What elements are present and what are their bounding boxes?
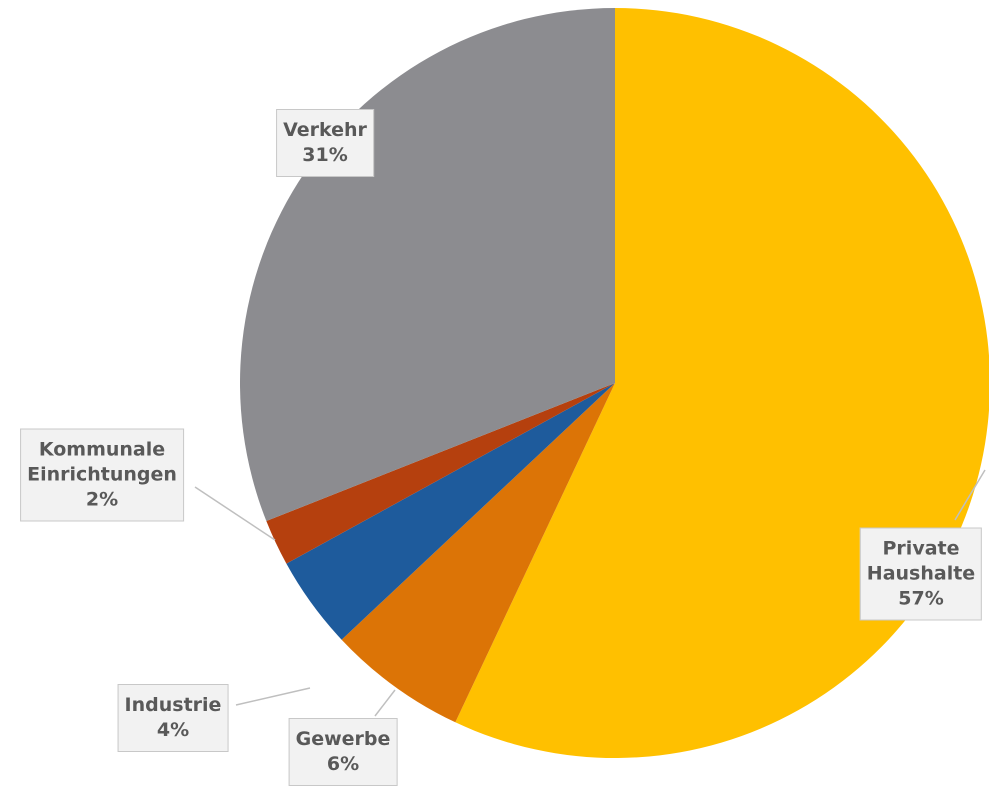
pie-slice — [341, 383, 615, 723]
label-category: Industrie — [124, 694, 222, 716]
label-category: Kommunale Einrichtungen — [27, 438, 177, 486]
label-category: Private Haushalte — [866, 537, 976, 585]
pie-slice — [455, 8, 989, 758]
leader-line — [954, 469, 986, 521]
pie-slice — [286, 383, 615, 640]
data-label: Gewerbe 6% — [288, 718, 398, 786]
label-value: 31% — [302, 144, 348, 166]
label-value: 57% — [898, 587, 944, 610]
data-label: Kommunale Einrichtungen 2% — [20, 428, 184, 522]
pie-slice — [266, 383, 615, 564]
label-value: 4% — [156, 719, 190, 741]
label-value: 2% — [85, 488, 119, 511]
data-label: Private Haushalte 57% — [859, 527, 983, 621]
data-label: Industrie 4% — [117, 684, 229, 752]
label-category: Verkehr — [283, 119, 367, 141]
leader-line — [194, 486, 276, 541]
leader-line — [235, 687, 311, 706]
data-label: Verkehr 31% — [276, 109, 374, 177]
label-value: 6% — [326, 753, 360, 775]
leader-line — [374, 689, 396, 717]
label-category: Gewerbe — [295, 728, 391, 750]
